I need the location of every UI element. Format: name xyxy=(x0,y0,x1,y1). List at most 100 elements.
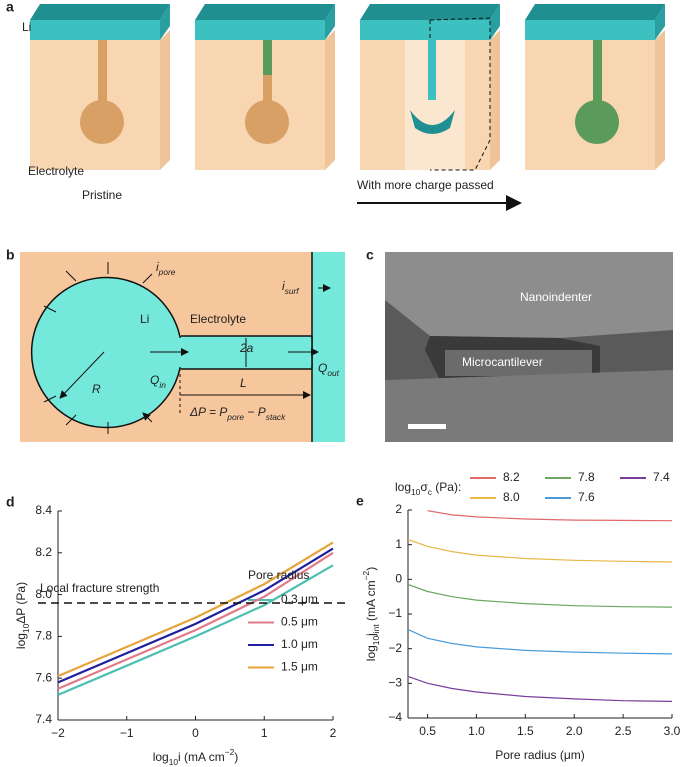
sem-image xyxy=(385,252,673,442)
panel-a xyxy=(30,4,665,171)
x-tick-label: −2 xyxy=(51,726,65,740)
legend-label: 1.0 μm xyxy=(281,637,318,651)
i-pore: ipore​ xyxy=(156,260,176,277)
text-part: in xyxy=(159,380,166,390)
x-tick-label: 2.5 xyxy=(615,724,632,738)
y-axis-label: log10​ΔP (Pa) xyxy=(14,582,31,649)
text-part: pore xyxy=(158,267,176,277)
panel-b xyxy=(20,252,345,442)
slab-top xyxy=(30,4,170,20)
series-line xyxy=(427,510,673,522)
q-out: Qout​ xyxy=(318,361,340,378)
series-line xyxy=(407,583,673,608)
x-axis-label: Pore radius (μm) xyxy=(495,748,585,762)
text-part: 10 xyxy=(371,636,381,646)
series-line xyxy=(57,541,334,678)
y-tick-label: −4 xyxy=(388,710,402,724)
text-part: out xyxy=(327,368,339,378)
slab-top xyxy=(525,4,665,20)
channel-wall xyxy=(181,335,312,370)
length-label: L xyxy=(240,376,247,390)
text-part: ) xyxy=(234,750,238,764)
y-tick-label: −1 xyxy=(388,606,402,620)
y-tick-label: −3 xyxy=(388,676,402,690)
legend-label: 0.5 μm xyxy=(281,615,318,629)
slab-side xyxy=(325,4,335,40)
li-strip xyxy=(312,252,345,442)
text-part: i xyxy=(156,260,159,274)
legend-label: 7.8 xyxy=(578,470,595,484)
x-tick-label: 0 xyxy=(192,726,199,740)
cut-lines xyxy=(429,17,491,171)
text-part: Q xyxy=(318,361,327,375)
legend-title: Pore radius xyxy=(248,568,309,582)
deposit xyxy=(410,110,455,134)
slab-top xyxy=(360,4,500,20)
stem xyxy=(593,40,602,110)
text-part: pore xyxy=(226,412,244,422)
y-tick-label: 7.4 xyxy=(35,712,52,726)
legend-label: 8.0 xyxy=(503,490,520,504)
slab-front xyxy=(525,20,655,40)
text-part: 10 xyxy=(169,757,179,767)
text-part: −2 xyxy=(225,747,235,757)
y-tick-label: 8.0 xyxy=(35,587,52,601)
electrolyte-label: Electrolyte xyxy=(28,164,84,178)
text-part: − P xyxy=(244,405,266,419)
i-surf: isurf​ xyxy=(282,279,300,296)
text-part: surf xyxy=(285,286,301,296)
panel-label: e xyxy=(356,493,364,509)
y-tick-label: 7.6 xyxy=(35,670,52,684)
text-part: 10 xyxy=(411,487,421,497)
y-tick-label: 8.4 xyxy=(35,503,52,517)
x-tick-label: 2 xyxy=(330,726,337,740)
text-part: log xyxy=(14,633,28,649)
legend-title: log10​σc​ (Pa): xyxy=(395,480,461,497)
slab-front xyxy=(195,20,325,40)
series-line xyxy=(57,564,334,696)
text-part: log xyxy=(395,480,411,494)
panel-label: a xyxy=(6,0,14,15)
text-part: log xyxy=(153,750,169,764)
microcantilever-label: Microcantilever xyxy=(462,355,543,369)
delta-p: ΔP = Ppore​ − Pstack​ xyxy=(189,405,286,422)
nanoindenter-label: Nanoindenter xyxy=(520,290,592,304)
current-arrows xyxy=(43,262,153,434)
annotation: Local fracture strength xyxy=(40,581,159,595)
pore-ball xyxy=(80,100,124,144)
x-tick-label: 0.5 xyxy=(419,724,436,738)
y-axis-label: log10​jint​ (mA cm−2​) xyxy=(361,567,381,661)
panel-label: d xyxy=(6,494,15,510)
slab-side xyxy=(655,4,665,40)
channel-width: 2a xyxy=(239,341,254,355)
x-axis-label: log10​i (mA cm−2​) xyxy=(153,747,239,767)
x-tick-label: 1.0 xyxy=(468,724,485,738)
block-side xyxy=(325,30,335,170)
li-label: Li xyxy=(140,312,149,326)
text-part: i xyxy=(282,279,285,293)
text-part: int xyxy=(371,624,381,634)
x-tick-label: 2.0 xyxy=(566,724,583,738)
arrow-text: With more charge passed xyxy=(357,178,494,192)
series-line xyxy=(407,629,673,655)
x-tick-label: 1.5 xyxy=(517,724,534,738)
series-line xyxy=(407,538,673,563)
slab-top xyxy=(195,4,335,20)
text-part: −2 xyxy=(361,570,371,580)
stem xyxy=(98,40,107,110)
slab-side xyxy=(490,4,500,40)
li-label: Li xyxy=(22,20,31,34)
y-tick-label: −2 xyxy=(388,641,402,655)
series-line xyxy=(57,551,334,690)
legend-label: 8.2 xyxy=(503,470,520,484)
q-in: Qin​ xyxy=(150,373,166,390)
stem-li xyxy=(263,40,272,75)
legend-label: 1.5 μm xyxy=(281,660,318,674)
x-tick-label: 3.0 xyxy=(664,724,681,738)
y-tick-label: 1 xyxy=(395,537,402,551)
text-part: ΔP = P xyxy=(189,405,227,419)
y-tick-label: 7.8 xyxy=(35,629,52,643)
text-part: ΔP (Pa) xyxy=(14,582,28,624)
x-tick-label: 1 xyxy=(261,726,268,740)
legend-label: 7.6 xyxy=(578,490,595,504)
